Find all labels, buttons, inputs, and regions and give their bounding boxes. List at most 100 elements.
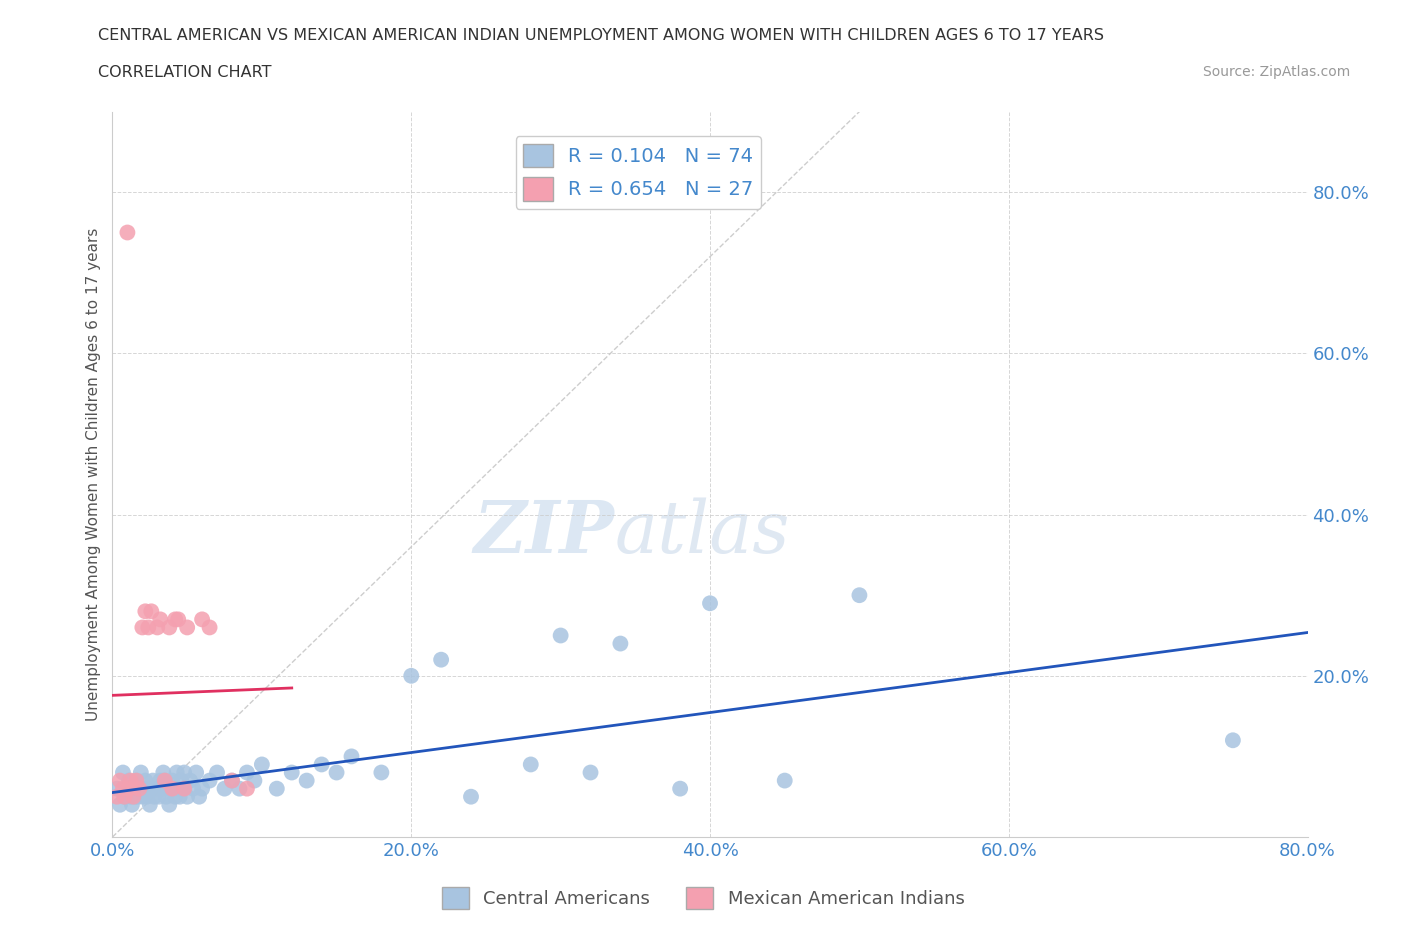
Point [173, 765, 195, 780]
Point [146, 620, 169, 635]
Point [105, 790, 128, 804]
Point [138, 620, 160, 635]
Point [370, 765, 392, 780]
Point [173, 781, 195, 796]
Point [120, 790, 142, 804]
Point [214, 781, 236, 796]
Point [166, 765, 188, 780]
Point [134, 604, 156, 618]
Point [141, 604, 163, 618]
Point [138, 781, 160, 796]
Point [250, 757, 273, 772]
Point [149, 612, 172, 627]
Point [132, 781, 155, 796]
Point [125, 773, 148, 788]
Text: atlas: atlas [614, 497, 790, 567]
Point [122, 781, 145, 796]
Point [146, 781, 169, 796]
Point [124, 790, 146, 804]
Point [1222, 733, 1244, 748]
Point [773, 773, 796, 788]
Point [128, 781, 150, 796]
Point [105, 781, 128, 796]
Point [153, 773, 176, 788]
Point [221, 773, 243, 788]
Point [165, 612, 187, 627]
Point [198, 773, 221, 788]
Point [191, 612, 214, 627]
Point [295, 773, 318, 788]
Point [191, 781, 214, 796]
Point [340, 749, 363, 764]
Point [325, 765, 347, 780]
Point [128, 781, 150, 796]
Point [176, 620, 198, 635]
Point [281, 765, 304, 780]
Text: Source: ZipAtlas.com: Source: ZipAtlas.com [1202, 65, 1350, 79]
Point [108, 797, 131, 812]
Point [699, 596, 721, 611]
Point [118, 781, 141, 796]
Point [114, 790, 135, 804]
Point [243, 773, 266, 788]
Legend: R = 0.104   N = 74, R = 0.654   N = 27: R = 0.104 N = 74, R = 0.654 N = 27 [516, 136, 761, 208]
Point [117, 781, 139, 796]
Point [139, 797, 162, 812]
Point [170, 773, 193, 788]
Point [141, 781, 163, 796]
Point [162, 773, 183, 788]
Point [401, 669, 423, 684]
Point [176, 790, 198, 804]
Text: ZIP: ZIP [474, 497, 614, 568]
Point [236, 781, 259, 796]
Point [118, 773, 141, 788]
Point [163, 781, 186, 796]
Point [152, 765, 174, 780]
Point [114, 790, 135, 804]
Point [108, 773, 131, 788]
Point [550, 628, 572, 643]
Legend: Central Americans, Mexican American Indians: Central Americans, Mexican American Indi… [434, 880, 972, 916]
Point [122, 790, 145, 804]
Point [125, 773, 148, 788]
Point [311, 757, 333, 772]
Point [520, 757, 543, 772]
Point [266, 781, 288, 796]
Point [848, 588, 870, 603]
Point [111, 765, 134, 780]
Point [162, 781, 183, 796]
Point [149, 773, 172, 788]
Point [120, 773, 142, 788]
Point [157, 797, 180, 812]
Point [143, 790, 166, 804]
Point [181, 781, 204, 796]
Point [155, 790, 177, 804]
Point [609, 636, 631, 651]
Point [117, 225, 139, 240]
Point [172, 781, 194, 796]
Point [148, 790, 170, 804]
Point [131, 620, 153, 635]
Point [669, 781, 692, 796]
Text: CENTRAL AMERICAN VS MEXICAN AMERICAN INDIAN UNEMPLOYMENT AMONG WOMEN WITH CHILDR: CENTRAL AMERICAN VS MEXICAN AMERICAN IND… [98, 28, 1105, 43]
Point [135, 790, 157, 804]
Point [188, 790, 211, 804]
Point [430, 652, 453, 667]
Point [186, 765, 208, 780]
Point [134, 773, 156, 788]
Point [460, 790, 482, 804]
Point [150, 781, 173, 796]
Point [179, 773, 201, 788]
Point [198, 620, 221, 635]
Point [129, 765, 152, 780]
Point [153, 773, 176, 788]
Y-axis label: Unemployment Among Women with Children Ages 6 to 17 years: Unemployment Among Women with Children A… [86, 228, 101, 721]
Point [167, 612, 190, 627]
Point [142, 773, 165, 788]
Point [131, 790, 153, 804]
Point [121, 797, 143, 812]
Point [205, 765, 228, 780]
Point [221, 773, 243, 788]
Point [165, 790, 187, 804]
Point [167, 781, 190, 796]
